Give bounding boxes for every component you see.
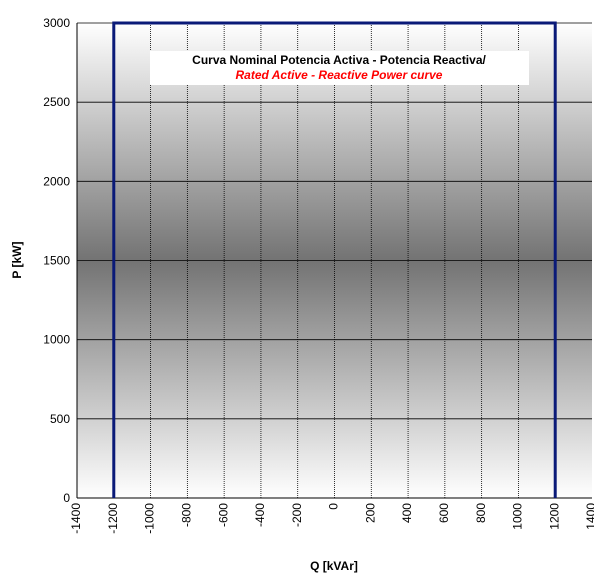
x-tick-label: 1200 [547,503,561,530]
x-tick-label: -1400 [69,503,83,534]
y-tick-label: 3000 [43,16,70,30]
x-tick-label: 600 [437,503,451,523]
chart-subtitle: Rated Active - Reactive Power curve [236,68,443,82]
x-tick-label: -200 [290,503,304,527]
x-axis-title: Q [kVAr] [310,559,358,573]
y-axis-title: P [kW] [10,241,24,278]
title-box [150,51,529,85]
y-tick-labels: 0 500 1000 1500 2000 2500 3000 [43,16,70,505]
x-tick-label: 800 [474,503,488,523]
chart-title: Curva Nominal Potencia Activa - Potencia… [192,53,486,67]
x-tick-label: -400 [253,503,267,527]
x-tick-label: -1000 [143,503,157,534]
y-tick-label: 1500 [43,254,70,268]
x-tick-label: 1400 [584,503,594,530]
x-tick-labels: -1400 -1200 -1000 -800 -600 -400 -200 0 200 400 60… [69,503,594,534]
x-tick-label: 400 [400,503,414,523]
y-tick-label: 2000 [43,174,70,188]
x-tick-label: 0 [327,503,341,510]
y-tick-label: 500 [50,412,70,426]
x-tick-label: 200 [363,503,377,523]
y-tick-label: 0 [63,491,70,505]
x-tick-label: -600 [216,503,230,527]
y-tick-label: 1000 [43,333,70,347]
x-tick-label: -1200 [106,503,120,534]
series-layer [112,21,557,498]
y-tick-label: 2500 [43,95,70,109]
x-tick-label: -800 [180,503,194,527]
series-line [112,21,557,498]
x-tick-label: 1000 [511,503,525,530]
